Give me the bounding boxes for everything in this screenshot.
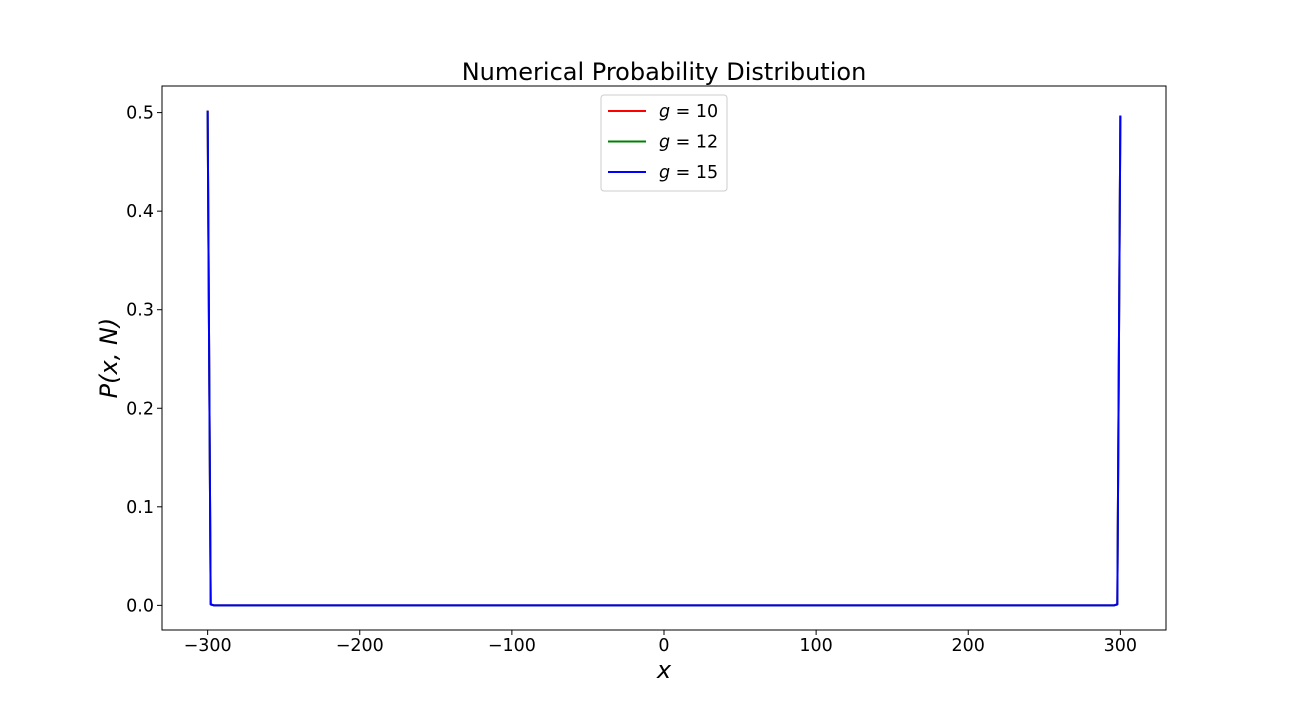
y-tick-label: 0.1 (126, 498, 154, 518)
legend-label-3: g = 15 (659, 163, 718, 183)
x-tick-label: −200 (336, 636, 384, 656)
x-tick-label: 300 (1104, 636, 1137, 656)
x-tick-label: −300 (184, 636, 232, 656)
legend-box (600, 94, 728, 192)
series-line-3 (206, 110, 1122, 607)
x-tick-label: −100 (488, 636, 536, 656)
y-axis-label: P(x, N) (95, 318, 123, 399)
y-tick-label: 0.0 (126, 596, 154, 616)
y-axis-ticks: 0.0 0.1 0.2 0.3 0.4 0.5 (126, 104, 162, 616)
x-tick-label: 0 (658, 636, 669, 656)
y-tick-label: 0.4 (126, 202, 154, 222)
series-layer (206, 110, 1122, 607)
y-tick-label: 0.5 (126, 104, 154, 124)
y-tick-label: 0.3 (126, 301, 154, 321)
x-axis-label: x (656, 656, 672, 684)
y-tick-label: 0.2 (126, 399, 154, 419)
legend: g = 10 g = 12 g = 15 (600, 94, 728, 192)
chart-title: Numerical Probability Distribution (462, 58, 867, 86)
x-tick-label: 100 (799, 636, 832, 656)
legend-label-1: g = 10 (659, 102, 718, 122)
x-axis-ticks: −300 −200 −100 0 100 200 300 (184, 630, 1137, 656)
legend-label-2: g = 12 (659, 133, 718, 153)
x-tick-label: 200 (952, 636, 985, 656)
